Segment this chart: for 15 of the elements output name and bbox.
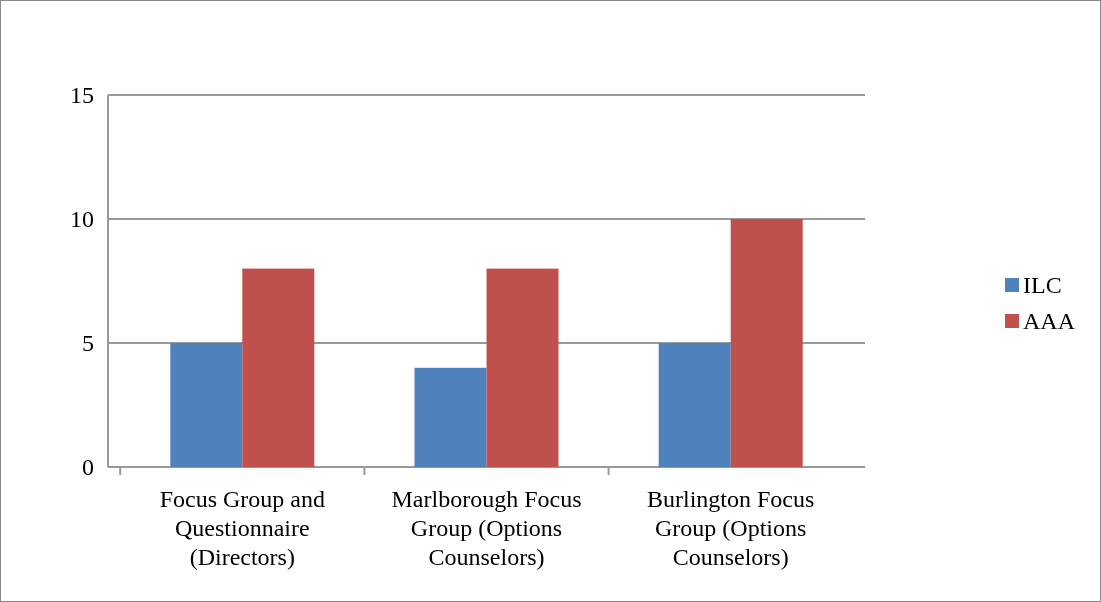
bar bbox=[170, 343, 243, 467]
bar bbox=[486, 268, 559, 467]
legend-label: ILC bbox=[1023, 272, 1062, 299]
y-tick-label: 15 bbox=[70, 82, 94, 109]
x-tick-label: Burlington Focus Group (Options Counselors) bbox=[647, 486, 815, 570]
bar bbox=[414, 367, 487, 467]
x-tick-label: Marlborough Focus Group (Options Counselors) bbox=[391, 486, 582, 570]
y-tick-label: 10 bbox=[70, 206, 94, 233]
bar bbox=[658, 343, 731, 467]
legend-label: AAA bbox=[1023, 308, 1076, 335]
bar bbox=[242, 268, 315, 467]
x-tick-label: Focus Group and Questionnaire (Directors) bbox=[159, 486, 325, 570]
y-tick-label: 5 bbox=[82, 330, 94, 357]
bar bbox=[730, 219, 803, 467]
y-tick-label: 0 bbox=[82, 454, 94, 481]
